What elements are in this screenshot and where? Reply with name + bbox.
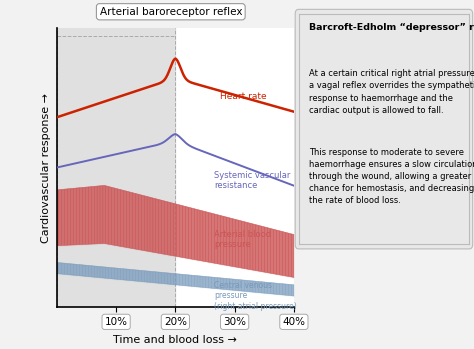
X-axis label: Time and blood loss →: Time and blood loss →	[113, 335, 237, 345]
Text: This response to moderate to severe
haemorrhage ensures a slow circulation
throu: This response to moderate to severe haem…	[309, 148, 474, 205]
Y-axis label: Cardiovascular response →: Cardiovascular response →	[41, 92, 51, 243]
Text: Systemic vascular
resistance: Systemic vascular resistance	[214, 171, 290, 190]
Text: Heart rate: Heart rate	[220, 91, 266, 101]
Text: At a certain critical right atrial pressure,
a vagal reflex overrides the sympat: At a certain critical right atrial press…	[309, 69, 474, 115]
Text: Central venous
pressure
(right atrial pressure): Central venous pressure (right atrial pr…	[214, 281, 297, 311]
Text: Barcroft-Edholm “depressor” reflex: Barcroft-Edholm “depressor” reflex	[309, 23, 474, 32]
Text: Arterial blood
pressure: Arterial blood pressure	[214, 230, 271, 250]
FancyBboxPatch shape	[295, 9, 473, 249]
Text: Arterial baroreceptor reflex: Arterial baroreceptor reflex	[100, 7, 242, 17]
Bar	[57, 28, 175, 307]
